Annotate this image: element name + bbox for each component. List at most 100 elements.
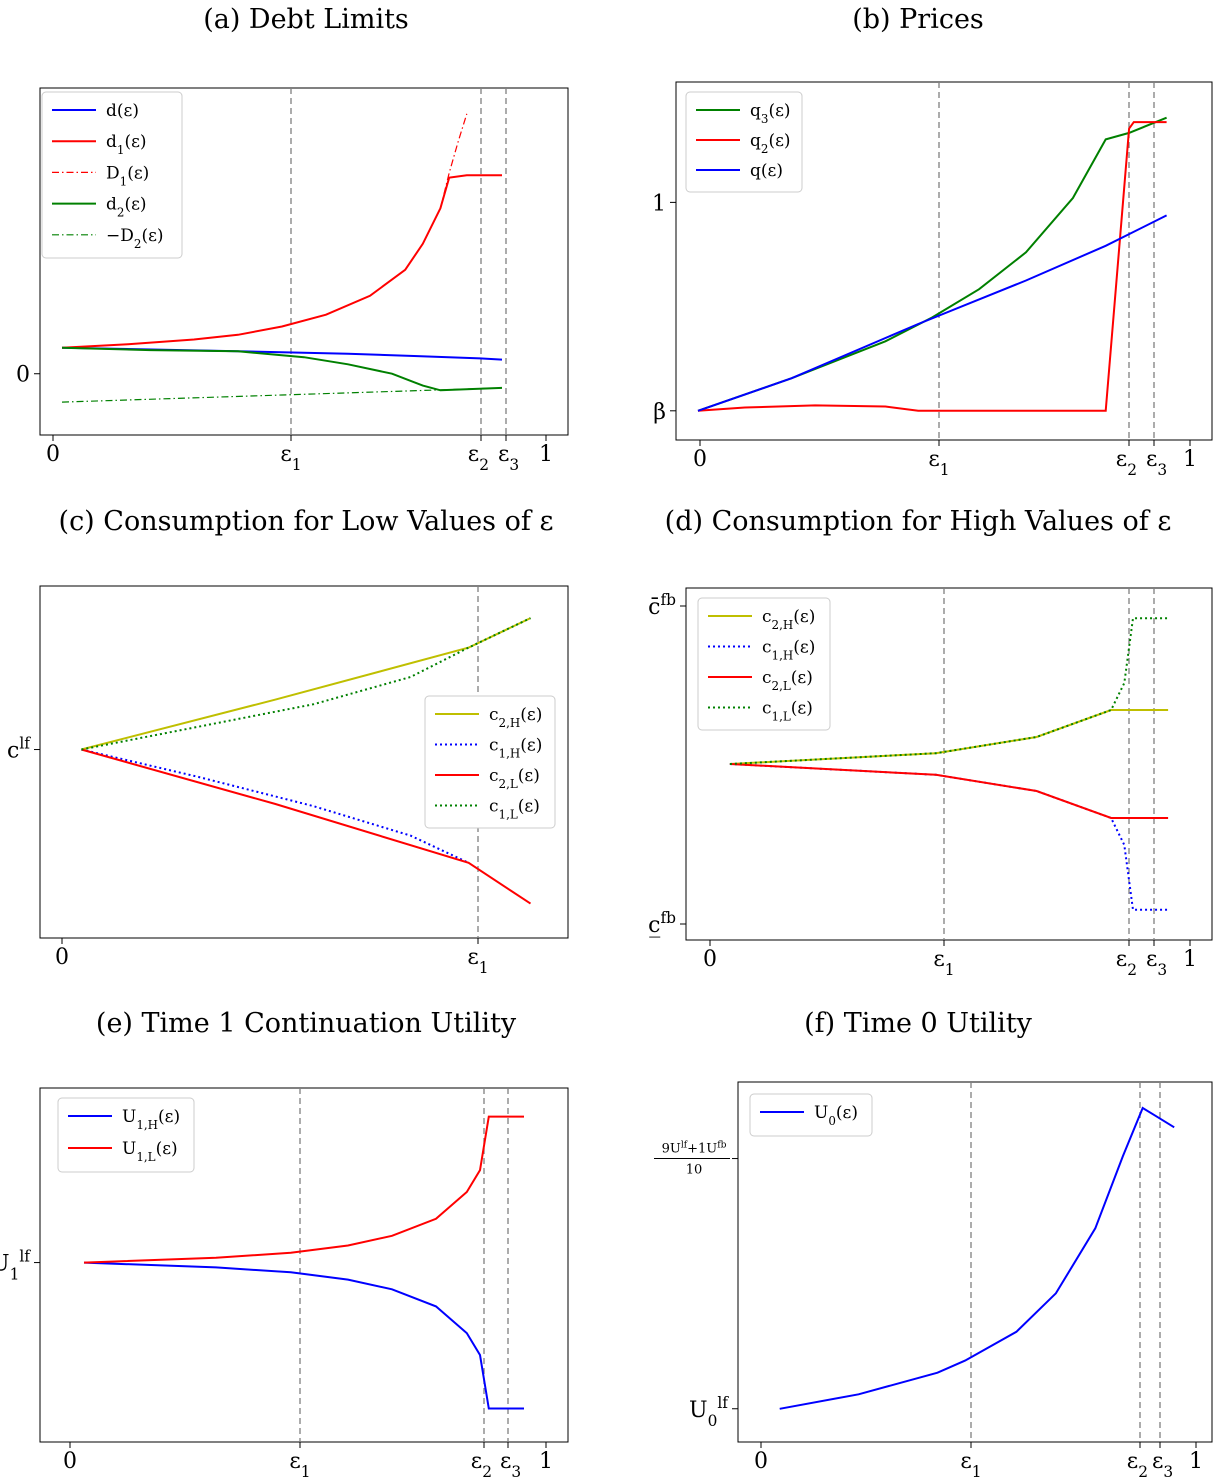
legend: c2,H(ε) c1,H(ε) c2,L(ε) c1,L(ε) [697, 597, 831, 731]
series-line [439, 113, 468, 209]
series-line [729, 763, 1169, 911]
panel-c: (c) Consumption for Low Values of ε 0 ε1 c… [0, 500, 612, 980]
plot-frame [737, 1081, 1213, 1443]
x-tick-label: 0 [55, 945, 69, 970]
series-line [81, 748, 532, 905]
legend-label: c1,H(ε) [489, 736, 542, 761]
x-tick-label: 1 [539, 1449, 553, 1474]
series-line [729, 617, 1169, 765]
legend-label: d2(ε) [106, 195, 147, 220]
panel-b: (b) Prices 0 ε1 ε2 ε3 1 1 β q3(ε) q2(ε) q(ε) [612, 0, 1224, 479]
x-tick-label: 0 [703, 947, 717, 972]
y-tick-label: U0lf [689, 1394, 729, 1430]
legend-label: c2,L(ε) [762, 668, 813, 693]
legend: c2,H(ε) c1,H(ε) c2,L(ε) c1,L(ε) [424, 695, 556, 829]
x-tick-label: ε1 [933, 947, 954, 979]
series-line [81, 748, 470, 864]
series-line [83, 1261, 524, 1410]
series-line [61, 346, 503, 392]
x-tick-label: ε1 [960, 1449, 981, 1479]
x-tick-label: ε1 [928, 447, 949, 479]
x-tick-label: ε3 [500, 1449, 521, 1479]
panel-title: (b) Prices [852, 4, 984, 35]
legend-label: U0(ε) [814, 1103, 858, 1128]
plot-frame [39, 585, 569, 939]
series-line [729, 763, 1169, 819]
series-line [83, 1115, 524, 1264]
series-line [697, 121, 1167, 412]
series-line [81, 617, 531, 751]
series-line [697, 116, 1167, 412]
legend: d(ε) d1(ε) D1(ε) d2(ε) −D2(ε) [41, 91, 183, 259]
x-tick-label: ε2 [1116, 947, 1137, 979]
legend-label: d1(ε) [106, 132, 147, 157]
y-tick-label: c̲fb [648, 909, 676, 938]
x-tick-label: ε3 [1146, 947, 1167, 979]
x-tick-label: ε2 [1116, 447, 1137, 479]
x-tick-label: 0 [46, 442, 60, 467]
chart-a: 0 ε1 ε2 ε3 1 0 d(ε) d1(ε) D1(ε) d2(ε) −D2(ε) [16, 87, 569, 474]
x-tick-label: ε1 [289, 1449, 310, 1479]
series-line [61, 387, 503, 403]
panel-title: (d) Consumption for High Values of ε [664, 506, 1172, 537]
chart-e: 0 ε1 ε2 ε3 1 U1lf U1,H(ε) U1,L(ε) [0, 1087, 569, 1479]
plot-frame [685, 587, 1213, 941]
x-tick-label: ε1 [280, 442, 301, 474]
y-tick-label: 0 [16, 363, 30, 388]
y-tick-label-fraction: 9Ulf+1Ufb 10 [654, 1141, 730, 1178]
panel-e: (e) Time 1 Continuation Utility 0 ε1 ε2 ε3 1… [0, 1000, 612, 1479]
legend-label: q(ε) [750, 161, 783, 181]
legend: q3(ε) q2(ε) q(ε) [685, 91, 803, 193]
legend-label: c2,H(ε) [489, 705, 542, 730]
x-tick-label: 1 [1183, 447, 1197, 472]
panel-a: (a) Debt Limits 0 ε1 ε2 ε3 1 0 d(ε) d1(ε) D1(ε) d… [0, 0, 612, 474]
svg-text:10: 10 [686, 1163, 703, 1178]
plot-frame [39, 1087, 569, 1443]
chart-b: 0 ε1 ε2 ε3 1 1 β q3(ε) q2(ε) q(ε) [652, 81, 1213, 479]
legend: U0(ε) [749, 1093, 873, 1137]
y-tick-label: β [653, 400, 666, 425]
series-line [697, 214, 1168, 412]
panel-f: (f) Time 0 Utility 0 ε1 ε2 ε3 1 9Ulf+1Ufb 10 U0… [612, 1000, 1224, 1479]
y-tick-label: 1 [652, 191, 666, 216]
panel-title: (a) Debt Limits [203, 4, 409, 35]
x-tick-label: ε2 [1127, 1449, 1148, 1479]
legend-label: D1(ε) [106, 163, 149, 188]
x-tick-label: ε2 [471, 1449, 492, 1479]
chart-d: 0 ε1 ε2 ε3 1 c̄fb c̲fb c2,H(ε) c1,H(ε) c2,L(ε) c1,… [648, 587, 1213, 979]
x-tick-label: 0 [63, 1449, 77, 1474]
x-tick-label: 0 [693, 447, 707, 472]
legend-label: c2,L(ε) [489, 766, 540, 791]
chart-c: 0 ε1 clf c2,H(ε) c1,H(ε) c2,L(ε) c1,L(ε) [7, 585, 569, 977]
y-tick-label: clf [7, 735, 31, 764]
plot-frame [675, 81, 1213, 441]
y-tick-label: c̄fb [648, 591, 676, 620]
legend-label: c1,H(ε) [762, 638, 815, 663]
panel-title: (f) Time 0 Utility [804, 1008, 1032, 1039]
series-line [61, 174, 502, 349]
svg-text:9Ulf+1Ufb: 9Ulf+1Ufb [662, 1141, 727, 1157]
legend-label: q3(ε) [750, 101, 791, 126]
panel-title: (c) Consumption for Low Values of ε [58, 506, 554, 537]
x-tick-label: ε3 [1152, 1449, 1173, 1479]
legend-label: −D2(ε) [106, 226, 164, 251]
x-tick-label: 1 [1189, 1449, 1203, 1474]
legend-label: d(ε) [106, 101, 139, 121]
x-tick-label: 0 [754, 1449, 768, 1474]
legend-label: c1,L(ε) [489, 797, 540, 822]
series-line [729, 709, 1169, 765]
panel-title: (e) Time 1 Continuation Utility [95, 1008, 517, 1039]
legend-label: U1,L(ε) [122, 1139, 178, 1164]
x-tick-label: ε3 [498, 442, 519, 474]
legend-label: U1,H(ε) [122, 1107, 180, 1132]
x-tick-label: 1 [1183, 947, 1197, 972]
legend-label: q2(ε) [750, 131, 791, 156]
legend: U1,H(ε) U1,L(ε) [57, 1097, 195, 1173]
chart-f: 0 ε1 ε2 ε3 1 9Ulf+1Ufb 10 U0lf U0(ε) [654, 1081, 1213, 1479]
legend-label: c1,L(ε) [762, 699, 813, 724]
x-tick-label: ε2 [468, 442, 489, 474]
series-line [779, 1106, 1175, 1410]
x-tick-label: ε3 [1146, 447, 1167, 479]
x-tick-label: 1 [539, 442, 553, 467]
legend-label: c2,H(ε) [762, 607, 815, 632]
